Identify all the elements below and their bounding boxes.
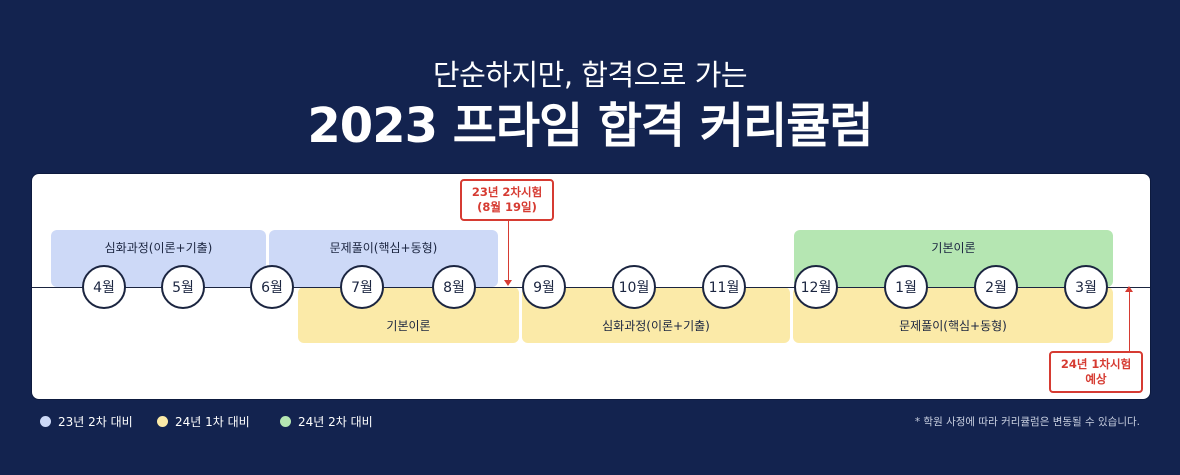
timeline-axis xyxy=(32,287,1150,288)
month-circle: 2월 xyxy=(974,265,1018,309)
legend-dot-icon xyxy=(40,416,51,427)
month-circle: 10월 xyxy=(612,265,656,309)
month-circle: 11월 xyxy=(702,265,746,309)
band-label: 문제풀이(핵심+동형) xyxy=(899,319,1007,333)
month-circle: 12월 xyxy=(794,265,838,309)
band-label: 기본이론 xyxy=(931,241,976,255)
month-circle: 1월 xyxy=(884,265,928,309)
legend-dot-icon xyxy=(157,416,168,427)
month-circle: 6월 xyxy=(250,265,294,309)
month-circle: 4월 xyxy=(82,265,126,309)
month-circle: 3월 xyxy=(1064,265,1108,309)
month-circle: 7월 xyxy=(340,265,384,309)
band-advanced-course-yellow: 심화과정(이론+기출) xyxy=(522,287,790,343)
band-problem-solving-yellow: 문제풀이(핵심+동형) xyxy=(793,287,1113,343)
exam-line xyxy=(508,214,509,281)
legend-item: 23년 2차 대비 xyxy=(40,413,133,430)
legend-item: 24년 2차 대비 xyxy=(280,413,373,430)
exam-line xyxy=(1129,292,1130,352)
legend-label: 24년 2차 대비 xyxy=(298,415,373,429)
arrow-down-icon xyxy=(504,280,512,286)
footnote: * 학원 사정에 따라 커리큘럼은 변동될 수 있습니다. xyxy=(914,416,1140,428)
exam-callout-2023: 23년 2차시험 (8월 19일) xyxy=(460,179,554,221)
exam-callout-2024: 24년 1차시험 예상 xyxy=(1049,351,1143,393)
page-title: 2023 프라임 합격 커리큘럼 xyxy=(307,98,873,154)
subtitle: 단순하지만, 합격으로 가는 xyxy=(432,58,748,92)
month-circle: 5월 xyxy=(161,265,205,309)
legend-item: 24년 1차 대비 xyxy=(157,413,250,430)
month-circle: 8월 xyxy=(432,265,476,309)
month-circle: 9월 xyxy=(522,265,566,309)
band-basic-theory: 기본이론 xyxy=(298,287,519,343)
legend-label: 24년 1차 대비 xyxy=(175,415,250,429)
band-label: 심화과정(이론+기출) xyxy=(602,319,710,333)
band-basic-theory-green: 기본이론 xyxy=(794,230,1113,287)
band-label: 문제풀이(핵심+동형) xyxy=(329,241,438,255)
band-label: 심화과정(이론+기출) xyxy=(104,241,213,255)
curriculum-timeline: 심화과정(이론+기출) 문제풀이(핵심+동형) 기본이론 기본이론 심화과정(이… xyxy=(31,173,1151,400)
legend-dot-icon xyxy=(280,416,291,427)
legend-label: 23년 2차 대비 xyxy=(58,415,133,429)
arrow-up-icon xyxy=(1125,286,1133,292)
band-label: 기본이론 xyxy=(386,319,431,333)
